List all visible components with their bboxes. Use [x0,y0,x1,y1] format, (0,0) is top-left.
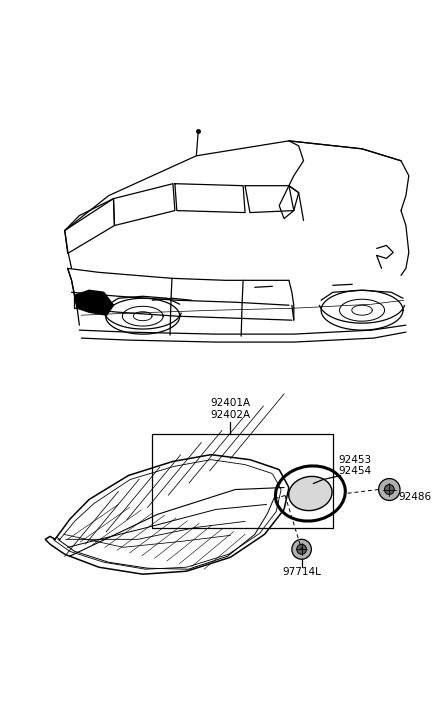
Text: 92453: 92453 [338,454,371,465]
Text: 92401A: 92401A [210,398,250,408]
Circle shape [384,484,393,494]
Polygon shape [74,290,113,316]
Ellipse shape [288,476,331,510]
Text: 92402A: 92402A [210,410,250,419]
Text: 92454: 92454 [338,465,371,475]
Circle shape [296,545,306,554]
Text: 92486: 92486 [397,492,430,502]
Text: 97714L: 97714L [282,567,320,577]
Circle shape [291,539,311,559]
Circle shape [378,478,399,500]
